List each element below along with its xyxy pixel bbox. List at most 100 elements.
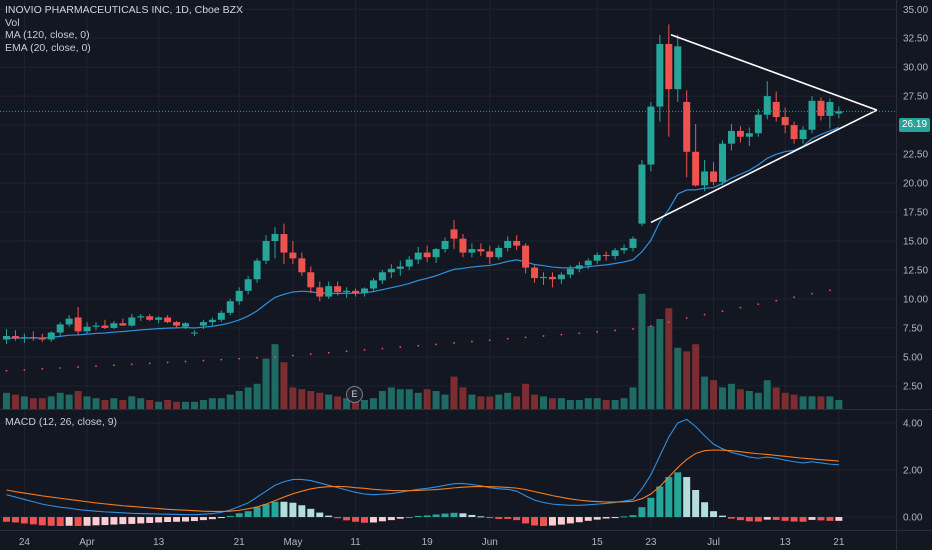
ma-dot: [739, 306, 742, 309]
candle-body: [817, 100, 825, 116]
candle-body: [11, 336, 19, 339]
price-tick-label: 7.50: [903, 323, 923, 334]
macd-label[interactable]: MACD (12, 26, close, 9): [5, 416, 118, 428]
macd-histogram-bar: [65, 517, 73, 526]
volume-bar: [486, 396, 494, 409]
ma-dot: [256, 356, 258, 359]
candle-body: [799, 129, 807, 140]
ma-dot: [220, 358, 223, 361]
candle-body: [522, 245, 530, 268]
candle-body: [593, 254, 601, 261]
volume-bar: [262, 358, 270, 409]
ma-dot: [488, 339, 491, 342]
ma-label[interactable]: MA (120, close, 0): [5, 29, 90, 41]
ma-dot: [166, 361, 169, 364]
macd-histogram-bar: [83, 517, 91, 526]
volume-bar: [190, 401, 198, 409]
volume-bar: [352, 401, 360, 409]
macd-histogram-bar: [522, 517, 530, 524]
volume-bar: [674, 347, 682, 409]
ma-dot: [614, 329, 616, 332]
candle-body: [47, 332, 55, 340]
candle-body: [772, 101, 780, 118]
ma-dot: [417, 344, 420, 347]
macd-histogram-bar: [638, 507, 646, 518]
candle-body: [719, 143, 726, 182]
macd-histogram-bar: [137, 517, 145, 524]
macd-histogram-bar: [423, 515, 431, 518]
macd-histogram-bar: [244, 511, 252, 518]
volume-bar: [450, 376, 458, 409]
volume-bar: [763, 380, 771, 409]
macd-histogram-bar: [226, 515, 234, 518]
volume-bar: [208, 398, 216, 409]
candle-body: [173, 322, 181, 326]
macd-histogram-bar: [29, 517, 37, 525]
volume-bar: [423, 389, 431, 409]
volume-bar: [790, 394, 798, 409]
macd-histogram-bar: [835, 517, 843, 521]
time-tick-label: 21: [234, 537, 246, 548]
macd-histogram-bar: [298, 505, 306, 518]
volume-bar: [137, 398, 145, 409]
candle-body: [808, 100, 816, 130]
volume-bar: [566, 400, 574, 409]
ma-dot: [793, 296, 795, 299]
candle-body: [701, 171, 709, 186]
volume-bar: [459, 387, 467, 409]
macd-histogram-bar: [710, 511, 718, 518]
volume-bar: [405, 389, 413, 409]
volume-bar: [611, 400, 619, 409]
ema-label[interactable]: EMA (20, close, 0): [5, 41, 91, 54]
macd-histogram-bar: [808, 517, 816, 520]
volume-bar: [47, 396, 55, 409]
triangle-lower-line: [650, 109, 878, 224]
macd-histogram-bar: [486, 517, 494, 519]
macd-histogram-bar: [155, 517, 163, 523]
candle-body: [316, 287, 324, 297]
candle-body: [253, 260, 261, 280]
time-tick-label: 11: [350, 537, 361, 548]
ma-dot: [596, 330, 599, 333]
macd-histogram-bar: [271, 501, 279, 518]
volume-bar: [173, 401, 181, 409]
candle-body: [325, 286, 333, 297]
macd-histogram-bar: [566, 517, 574, 524]
macd-tick-label: 4.00: [903, 418, 923, 429]
macd-histogram-bar: [620, 516, 628, 518]
volume-bar: [593, 398, 601, 409]
macd-histogram-bar: [557, 517, 565, 525]
candle-body: [217, 312, 225, 320]
volume-bars: [3, 293, 843, 409]
volume-bar: [531, 394, 539, 409]
time-tick-label: 23: [645, 537, 657, 548]
time-tick-label: 13: [153, 537, 165, 548]
volume-bar: [280, 362, 288, 409]
volume-bar: [540, 396, 547, 409]
volume-bar: [701, 376, 709, 409]
ma-dot: [471, 340, 473, 343]
vol-label[interactable]: Vol: [5, 16, 20, 29]
price-candles[interactable]: [3, 24, 843, 345]
macd-tick-label: 0.00: [903, 513, 923, 524]
volume-bar: [334, 396, 342, 409]
candle-body: [137, 316, 145, 318]
macd-histogram-bar: [495, 517, 503, 519]
volume-bar: [477, 396, 485, 409]
ma-dot: [829, 289, 831, 292]
price-tick-label: 2.50: [903, 381, 923, 392]
macd-histogram-bar: [826, 517, 834, 521]
ma-dot: [113, 364, 115, 367]
time-tick-label: 21: [833, 537, 845, 548]
triangle-pattern[interactable]: [650, 34, 878, 224]
macd-histogram-bar: [343, 517, 351, 521]
symbol-title[interactable]: INOVIO PHARMACEUTICALS INC, 1D, Cboe BZX: [5, 4, 244, 16]
macd-tick-label: 2.00: [903, 466, 923, 477]
volume-bar: [182, 401, 189, 409]
candle-body: [3, 336, 10, 340]
volume-bar: [575, 400, 583, 409]
earnings-marker[interactable]: E: [346, 386, 363, 403]
volume-bar: [522, 383, 530, 409]
volume-bar: [754, 392, 762, 409]
